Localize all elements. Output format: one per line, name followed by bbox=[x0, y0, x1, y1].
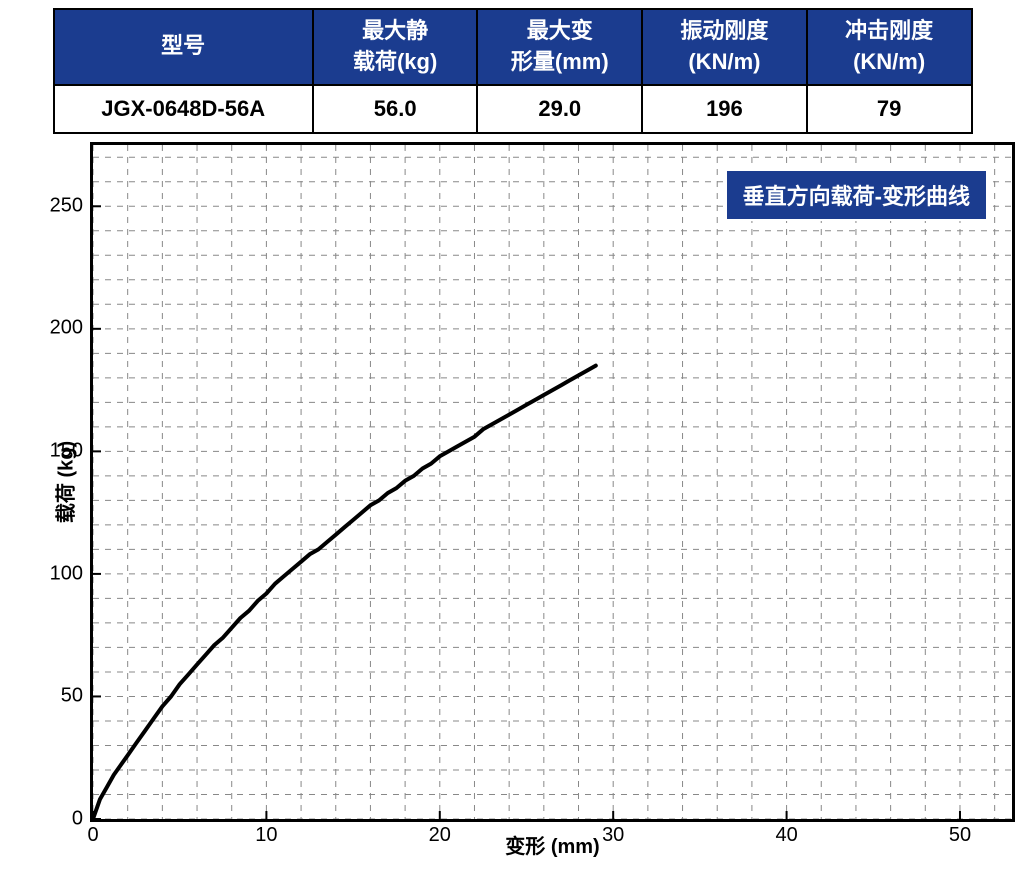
y-tick-label: 200 bbox=[43, 317, 83, 340]
y-tick-label: 250 bbox=[43, 194, 83, 217]
x-axis-label: 变形 (mm) bbox=[505, 830, 599, 859]
header-label: (KN/m) bbox=[647, 47, 802, 78]
x-tick-label: 50 bbox=[949, 824, 971, 847]
spec-table: 型号 最大静 载荷(kg) 最大变 形量(mm) 振动刚度 (KN/m) 冲击刚… bbox=[53, 8, 973, 134]
chart-legend: 垂直方向载荷-变形曲线 bbox=[725, 169, 988, 221]
header-label: 振动刚度 bbox=[680, 18, 768, 43]
header-model: 型号 bbox=[54, 9, 313, 85]
cell-max-load: 56.0 bbox=[313, 85, 478, 133]
cell-model: JGX-0648D-56A bbox=[54, 85, 313, 133]
header-max-load: 最大静 载荷(kg) bbox=[313, 9, 478, 85]
header-label: 最大静 bbox=[362, 18, 428, 43]
x-tick-label: 0 bbox=[87, 824, 98, 847]
header-label: 最大变 bbox=[527, 18, 593, 43]
cell-max-deform: 29.0 bbox=[477, 85, 642, 133]
cell-shock-stiff: 79 bbox=[807, 85, 972, 133]
chart-container: 垂直方向载荷-变形曲线 载荷 (kg) 变形 (mm) 050100150200… bbox=[10, 142, 1015, 822]
x-tick-label: 30 bbox=[602, 824, 624, 847]
header-max-deform: 最大变 形量(mm) bbox=[477, 9, 642, 85]
y-tick-label: 50 bbox=[43, 685, 83, 708]
y-tick-label: 150 bbox=[43, 439, 83, 462]
header-label: 冲击刚度 bbox=[845, 18, 933, 43]
table-header-row: 型号 最大静 载荷(kg) 最大变 形量(mm) 振动刚度 (KN/m) 冲击刚… bbox=[54, 9, 972, 85]
header-shock-stiff: 冲击刚度 (KN/m) bbox=[807, 9, 972, 85]
table-row: JGX-0648D-56A 56.0 29.0 196 79 bbox=[54, 85, 972, 133]
chart-plot-area: 垂直方向载荷-变形曲线 载荷 (kg) 变形 (mm) 050100150200… bbox=[90, 142, 1015, 822]
x-tick-label: 10 bbox=[255, 824, 277, 847]
header-label: 型号 bbox=[161, 33, 205, 58]
header-label: 载荷(kg) bbox=[318, 47, 473, 78]
header-vib-stiff: 振动刚度 (KN/m) bbox=[642, 9, 807, 85]
chart-svg bbox=[93, 145, 1012, 819]
x-tick-label: 40 bbox=[775, 824, 797, 847]
header-label: (KN/m) bbox=[812, 47, 967, 78]
x-tick-label: 20 bbox=[429, 824, 451, 847]
y-tick-label: 0 bbox=[43, 807, 83, 830]
cell-vib-stiff: 196 bbox=[642, 85, 807, 133]
header-label: 形量(mm) bbox=[482, 47, 637, 78]
y-tick-label: 100 bbox=[43, 562, 83, 585]
